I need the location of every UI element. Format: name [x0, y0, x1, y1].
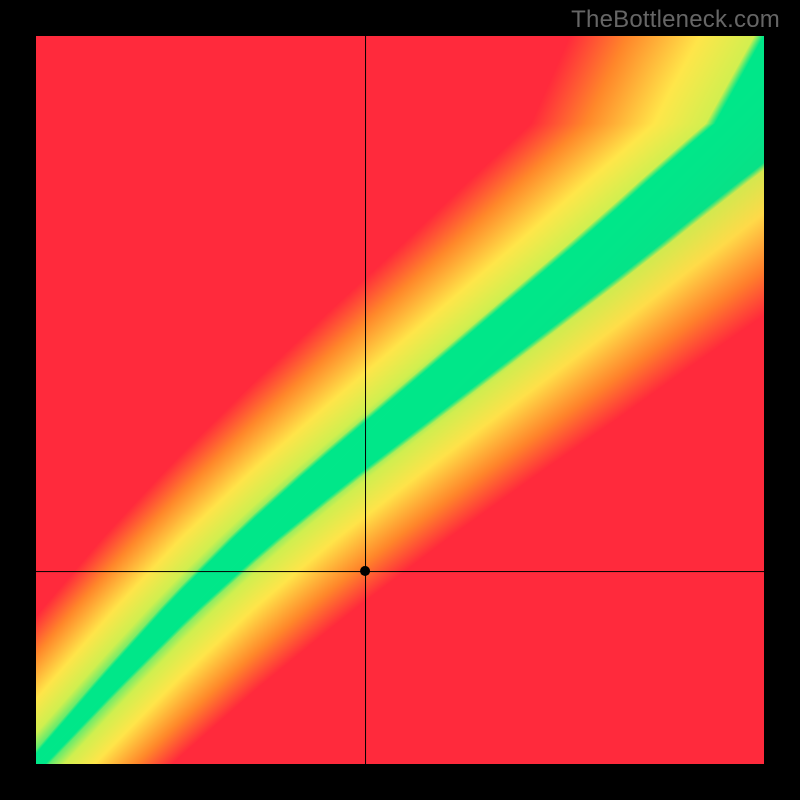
watermark-text: TheBottleneck.com: [571, 6, 780, 34]
bottleneck-heatmap: [0, 0, 800, 800]
